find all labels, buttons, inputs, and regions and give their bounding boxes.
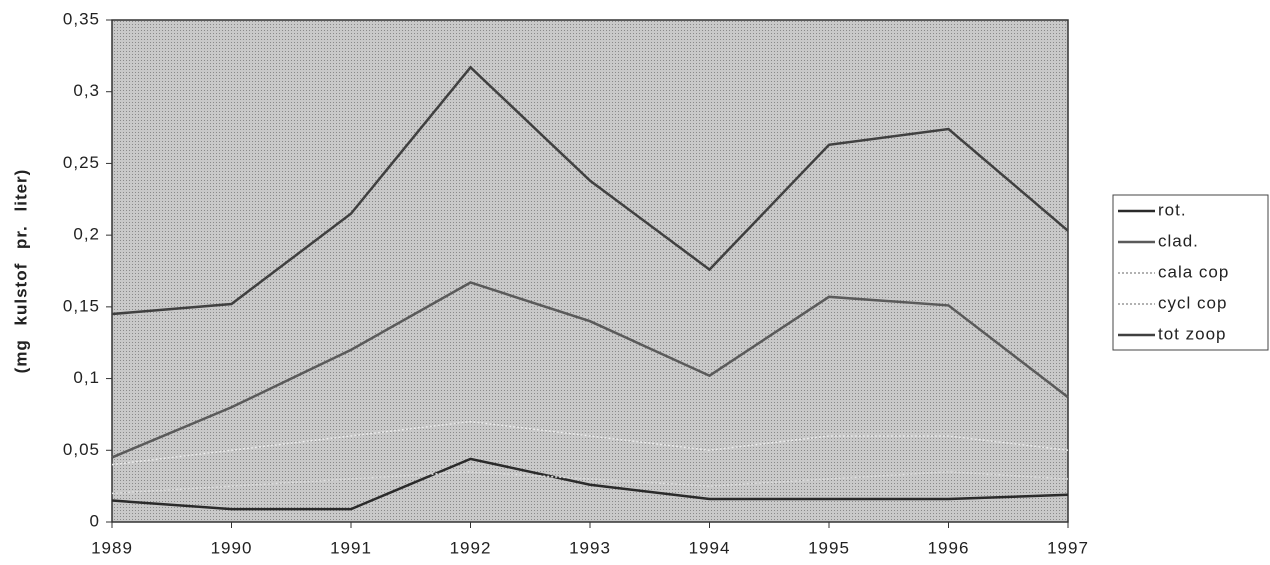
- y-tick-label: 0,1: [73, 368, 100, 387]
- x-tick-label: 1996: [928, 538, 970, 557]
- series-line: [111, 281, 1069, 459]
- legend-label: tot zoop: [1158, 324, 1227, 343]
- y-tick-label: 0,05: [63, 440, 100, 459]
- x-tick-label: 1997: [1047, 538, 1089, 557]
- x-tick-label: 1991: [330, 538, 372, 557]
- legend-label: cycl cop: [1158, 293, 1227, 312]
- plot-area: [111, 19, 1069, 523]
- legend-label: rot.: [1158, 200, 1187, 219]
- legend-label: clad.: [1158, 231, 1199, 250]
- series-line: [111, 457, 1069, 511]
- x-tick-label: 1990: [211, 538, 253, 557]
- y-axis-label: (mg kulstof pr. liter): [11, 169, 30, 374]
- series-line: [111, 420, 1069, 466]
- x-tick-label: 1994: [689, 538, 731, 557]
- y-tick-label: 0,25: [63, 153, 100, 172]
- legend-label: cala cop: [1158, 262, 1229, 281]
- x-tick-label: 1989: [91, 538, 133, 557]
- x-tick-label: 1995: [808, 538, 850, 557]
- x-tick-label: 1993: [569, 538, 611, 557]
- y-tick-label: 0,3: [73, 81, 100, 100]
- x-tick-label: 1992: [450, 538, 492, 557]
- y-tick-label: 0,2: [73, 225, 100, 244]
- y-tick-label: 0: [90, 511, 100, 530]
- series-line: [111, 65, 1069, 316]
- y-tick-label: 0,35: [63, 9, 100, 28]
- y-tick-label: 0,15: [63, 296, 100, 315]
